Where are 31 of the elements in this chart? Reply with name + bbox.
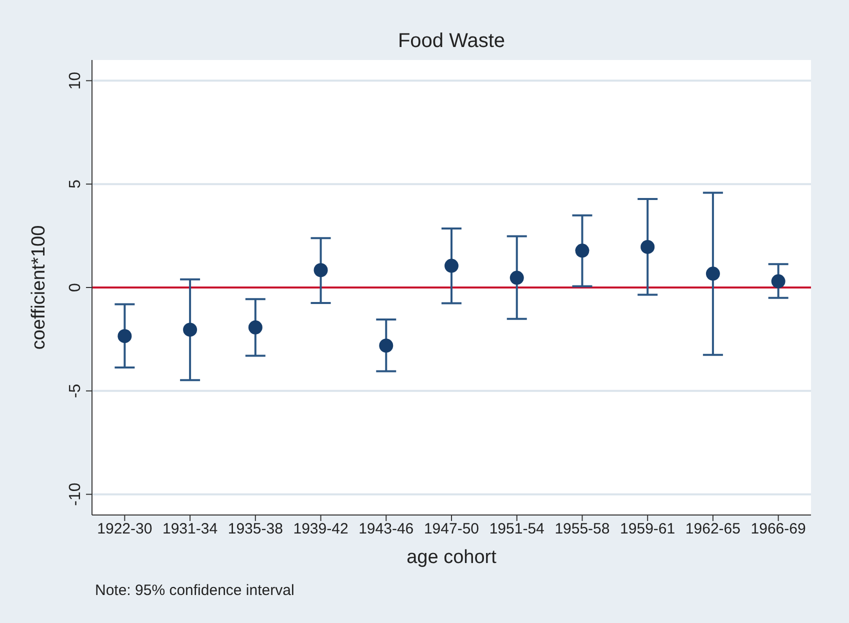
y-tick-label: -5 [67, 384, 84, 398]
x-tick-label: 1947-50 [424, 520, 480, 538]
point [640, 240, 655, 254]
y-tick-label: 10 [67, 72, 84, 90]
x-tick-label: 1943-46 [358, 520, 414, 538]
point [706, 266, 720, 281]
y-tick-label: -10 [67, 482, 84, 506]
point [118, 329, 132, 344]
y-axis-title: coefficient*100 [28, 225, 50, 350]
x-tick-label: 1939-42 [293, 520, 348, 538]
point [314, 263, 328, 278]
x-tick-label: 1922-30 [97, 520, 152, 538]
chart-title: Food Waste [396, 30, 506, 53]
x-tick-label: 1959-61 [620, 520, 676, 538]
point [771, 274, 786, 288]
x-tick-label: 1935-38 [228, 520, 283, 538]
point [248, 320, 262, 334]
x-tick-label: 1955-58 [554, 520, 610, 538]
text: Note: 95% confidence interval [95, 582, 294, 599]
point [510, 270, 524, 285]
x-tick-label: 1951-54 [489, 520, 544, 538]
y-tick-label: 0 [67, 282, 84, 292]
x-tick-label: 1966-69 [750, 520, 806, 538]
point [183, 322, 198, 337]
point [379, 338, 394, 353]
x-axis-title: age cohort [406, 547, 498, 568]
point [575, 244, 590, 258]
point [444, 258, 458, 273]
x-tick-label: 1962-65 [685, 520, 740, 538]
x-tick-label: 1931-34 [162, 520, 218, 538]
y-tick-label: 5 [67, 180, 84, 189]
